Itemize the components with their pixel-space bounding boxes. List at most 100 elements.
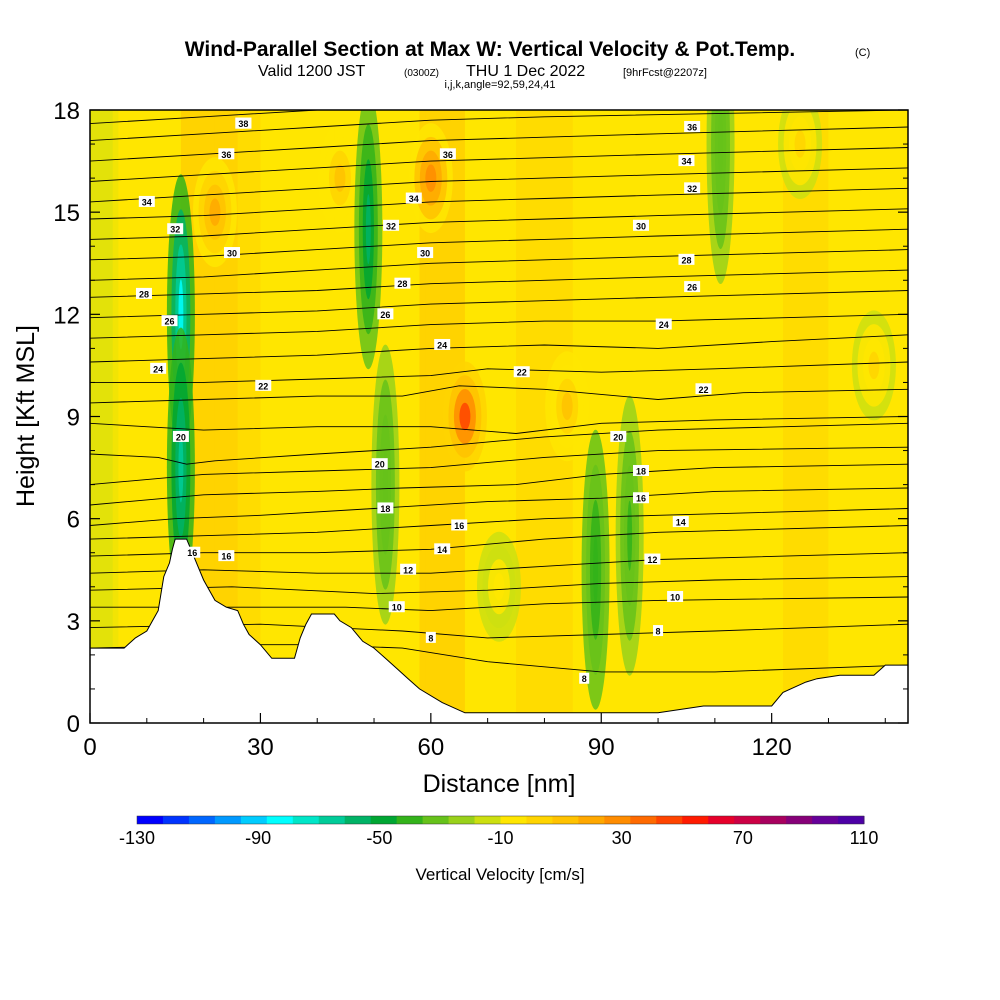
theta-contour [90, 385, 908, 404]
contour-label-bg [405, 192, 422, 204]
y-tick-label: 18 [53, 98, 80, 125]
downdraft-cell [365, 194, 371, 265]
contour-label: 16 [221, 552, 231, 562]
contour-label: 20 [613, 432, 623, 442]
x-axis: 0 30 60 90 120 [83, 713, 886, 761]
contour-label: 36 [221, 150, 231, 160]
contour-label: 22 [698, 385, 708, 395]
colorbar-swatch [604, 816, 631, 824]
colorbar-swatch [578, 816, 605, 824]
contour-label: 36 [687, 123, 697, 133]
colorbar-swatch [760, 816, 787, 824]
contour-label: 32 [170, 225, 180, 235]
velocity-streak [726, 110, 772, 723]
terrain [90, 538, 908, 723]
contour-label-bg [655, 318, 672, 330]
velocity-streak [260, 110, 295, 723]
theta-contour [90, 110, 908, 142]
colorbar-tick-label: -130 [119, 828, 155, 848]
contour-label-bg [218, 148, 235, 160]
contour-label-bg [633, 492, 650, 504]
theta-contour [90, 525, 908, 557]
colorbar-tick-label: 110 [850, 828, 879, 848]
theta-contour [90, 167, 908, 203]
contour-label: 10 [392, 603, 402, 613]
contour-label: 32 [687, 184, 697, 194]
terrain-profile [90, 538, 908, 723]
colorbar-swatch [214, 816, 242, 824]
colorbar-swatch [318, 816, 346, 824]
theta-contour [90, 187, 908, 220]
contour-label-bg [388, 601, 405, 613]
colorbar-swatch [500, 816, 527, 824]
contour-label-bg [135, 287, 152, 299]
theta-contour [90, 269, 908, 298]
colorbar-swatch [370, 816, 398, 824]
theta-contour [90, 463, 908, 506]
contour-label: 26 [687, 283, 697, 293]
contour-label: 16 [636, 494, 646, 504]
downdraft-cell [178, 432, 184, 503]
contour-label-bg [633, 219, 650, 231]
contour-label-bg [653, 625, 664, 637]
plot-area: 36 36 34 32 30 28 26 24 22 20 16 16 38 36 34 32 30 28 26 24… [90, 110, 908, 723]
contour-label: 36 [443, 150, 453, 160]
colorbar-tick-label: 70 [733, 828, 753, 848]
contour-label-bg [400, 563, 417, 575]
contour-label-bg [610, 430, 627, 442]
contour-label: 24 [153, 364, 163, 374]
contour-label: 34 [142, 197, 152, 207]
contour-label: 26 [380, 310, 390, 320]
contour-label-bg [161, 315, 178, 327]
contour-label: 24 [659, 320, 669, 330]
colorbar-swatch [552, 816, 579, 824]
contour-label-bg [235, 117, 252, 129]
chart-title: Wind-Parallel Section at Max W: Vertical… [185, 38, 796, 61]
colorbar-swatch [526, 816, 553, 824]
contour-label: 8 [656, 627, 661, 637]
contour-label: 30 [636, 221, 646, 231]
subtitle-grid-index: i,j,k,angle=92,59,24,41 [444, 79, 555, 91]
theta-contour [90, 110, 318, 125]
theta-contour [90, 290, 908, 319]
contour-label-bg [434, 338, 451, 350]
contour-label-bg [695, 383, 712, 395]
contour-label: 30 [227, 249, 237, 259]
contour-label-bg [678, 253, 695, 265]
colorbar-swatch [396, 816, 424, 824]
colorbar-label: Vertical Velocity [cm/s] [415, 865, 584, 884]
updraft-cell [459, 402, 471, 431]
contour-label-bg [377, 502, 394, 514]
contour-label: 16 [454, 521, 464, 531]
colorbar-tick-label: -90 [245, 828, 271, 848]
colorbar-swatch [344, 816, 372, 824]
colorbar-swatch [708, 816, 735, 824]
contour-label-bg [644, 553, 661, 565]
y-tick-label: 6 [67, 507, 80, 534]
theta-contour [90, 147, 908, 182]
contour-label-bg [684, 182, 701, 194]
contour-label-bg [138, 195, 155, 207]
x-tick-label: 60 [417, 734, 444, 761]
colorbar-swatch [292, 816, 320, 824]
contour-label: 28 [397, 279, 407, 289]
y-tick-label: 12 [53, 302, 80, 329]
colorbar-tick-label: -50 [366, 828, 392, 848]
contour-label: 28 [139, 289, 149, 299]
contour-label: 18 [636, 466, 646, 476]
x-tick-label: 0 [83, 734, 96, 761]
colorbar-frame [136, 815, 865, 825]
contour-label-bg [439, 148, 456, 160]
contour-label-bg [224, 247, 241, 259]
contour-label-bg [371, 458, 388, 470]
subtitle-date: THU 1 Dec 2022 [466, 63, 585, 80]
contour-label-bg [255, 379, 272, 391]
contour-label-bg [394, 277, 411, 289]
downdraft-cell [627, 500, 633, 571]
contour-label: 12 [647, 555, 657, 565]
colorbar-swatch [682, 816, 709, 824]
updraft-cell [425, 164, 437, 192]
contour-label-bg [150, 362, 167, 374]
contour-label: 22 [517, 368, 527, 378]
